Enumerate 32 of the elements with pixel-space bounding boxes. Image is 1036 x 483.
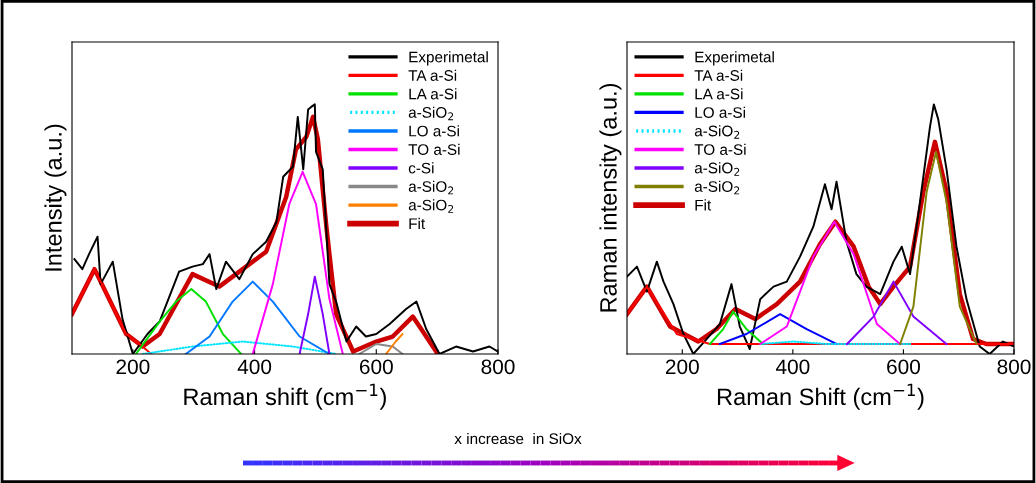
y-axis-title: Raman intensity (a.u.): [599, 83, 622, 312]
legend-label: TO a-Si: [694, 143, 746, 155]
legend-label: Experimetal: [695, 51, 774, 66]
legend-label: a-SiO$_{2}$: [408, 180, 454, 195]
legend-label: a-SiO$_{2}$: [694, 125, 740, 139]
x-tick-label: 200: [116, 359, 150, 375]
legend-label: TA a-Si: [408, 69, 457, 81]
legend-label: Fit: [409, 217, 426, 230]
x-tick-label: 400: [237, 359, 272, 375]
x-tick-label: 600: [359, 359, 393, 375]
x-tick-label: 800: [997, 359, 1031, 375]
legend-label: LA a-Si: [695, 88, 743, 100]
x-tick-label: 400: [775, 359, 810, 375]
legend-label: c-Si: [408, 162, 434, 174]
legend-label: a-SiO$_{2}$: [408, 199, 454, 213]
x-tick-label: 800: [481, 359, 515, 375]
x-axis-title: Raman shift (cm$^{−1}$): [184, 383, 386, 410]
legend-label: a-SiO$_{2}$: [408, 106, 454, 121]
legend-label: LA a-Si: [409, 88, 457, 100]
legend-label: TA a-Si: [694, 69, 743, 81]
text: x increase in SiOx: [454, 432, 582, 445]
x-axis-title: Raman Shift (cm$^{−1}$): [717, 383, 924, 410]
x-tick-label: 200: [665, 359, 699, 375]
legend-label: Experimetal: [409, 51, 488, 66]
y-axis-title: Intensity (a.u.): [44, 124, 67, 271]
legend-label: Fit: [695, 199, 712, 211]
legend-label: a-SiO$_{2}$: [694, 162, 740, 176]
x-tick-label: 600: [887, 359, 920, 375]
legend-label: LO a-Si: [409, 125, 459, 137]
legend-label: LO a-Si: [695, 106, 745, 118]
legend-label: TO a-Si: [408, 143, 460, 155]
legend-label: a-SiO$_{2}$: [694, 180, 740, 195]
